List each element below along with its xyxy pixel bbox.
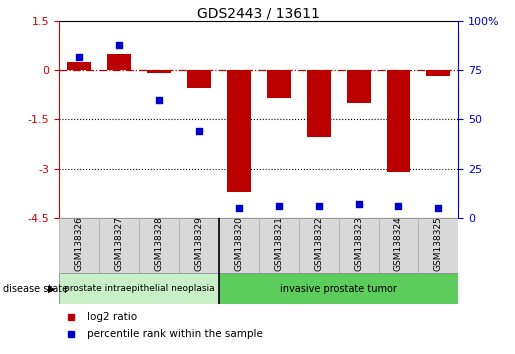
Bar [59, 218, 99, 273]
Point [75, 54, 83, 59]
Text: disease state: disease state [3, 284, 67, 293]
Bar [259, 218, 299, 273]
Point [195, 129, 203, 134]
Bar [67, 62, 91, 70]
Text: GSM138324: GSM138324 [394, 217, 403, 272]
Bar [219, 273, 458, 304]
Bar [99, 218, 139, 273]
Bar [339, 218, 379, 273]
Text: log2 ratio: log2 ratio [87, 312, 138, 322]
Bar [139, 218, 179, 273]
Text: GSM138328: GSM138328 [154, 217, 163, 272]
Bar [187, 70, 211, 88]
Bar [267, 70, 290, 98]
Bar [227, 70, 251, 192]
Bar [426, 70, 450, 76]
Bar [59, 273, 219, 304]
Title: GDS2443 / 13611: GDS2443 / 13611 [197, 6, 320, 20]
Point [235, 205, 243, 211]
Point [315, 203, 323, 209]
Point [115, 42, 123, 48]
Point [274, 203, 283, 209]
Bar [307, 70, 331, 137]
Text: GSM138326: GSM138326 [75, 217, 83, 272]
Text: GSM138325: GSM138325 [434, 217, 443, 272]
Text: GSM138322: GSM138322 [314, 217, 323, 272]
Text: GSM138329: GSM138329 [195, 217, 203, 272]
Bar [347, 70, 370, 103]
Point [434, 205, 442, 211]
Text: ▶: ▶ [48, 284, 56, 293]
Bar [386, 70, 410, 172]
Text: GSM138327: GSM138327 [115, 217, 124, 272]
Text: GSM138323: GSM138323 [354, 217, 363, 272]
Point [394, 203, 403, 209]
Bar [107, 54, 131, 70]
Point [354, 201, 363, 207]
Text: prostate intraepithelial neoplasia: prostate intraepithelial neoplasia [64, 284, 214, 293]
Text: invasive prostate tumor: invasive prostate tumor [280, 284, 397, 293]
Bar [219, 218, 259, 273]
Bar [299, 218, 339, 273]
Bar [379, 218, 418, 273]
Text: GSM138321: GSM138321 [274, 217, 283, 272]
Point [155, 97, 163, 103]
Text: GSM138320: GSM138320 [234, 217, 243, 272]
Bar [179, 218, 219, 273]
Text: percentile rank within the sample: percentile rank within the sample [87, 329, 263, 339]
Bar [418, 218, 458, 273]
Bar [147, 70, 171, 73]
